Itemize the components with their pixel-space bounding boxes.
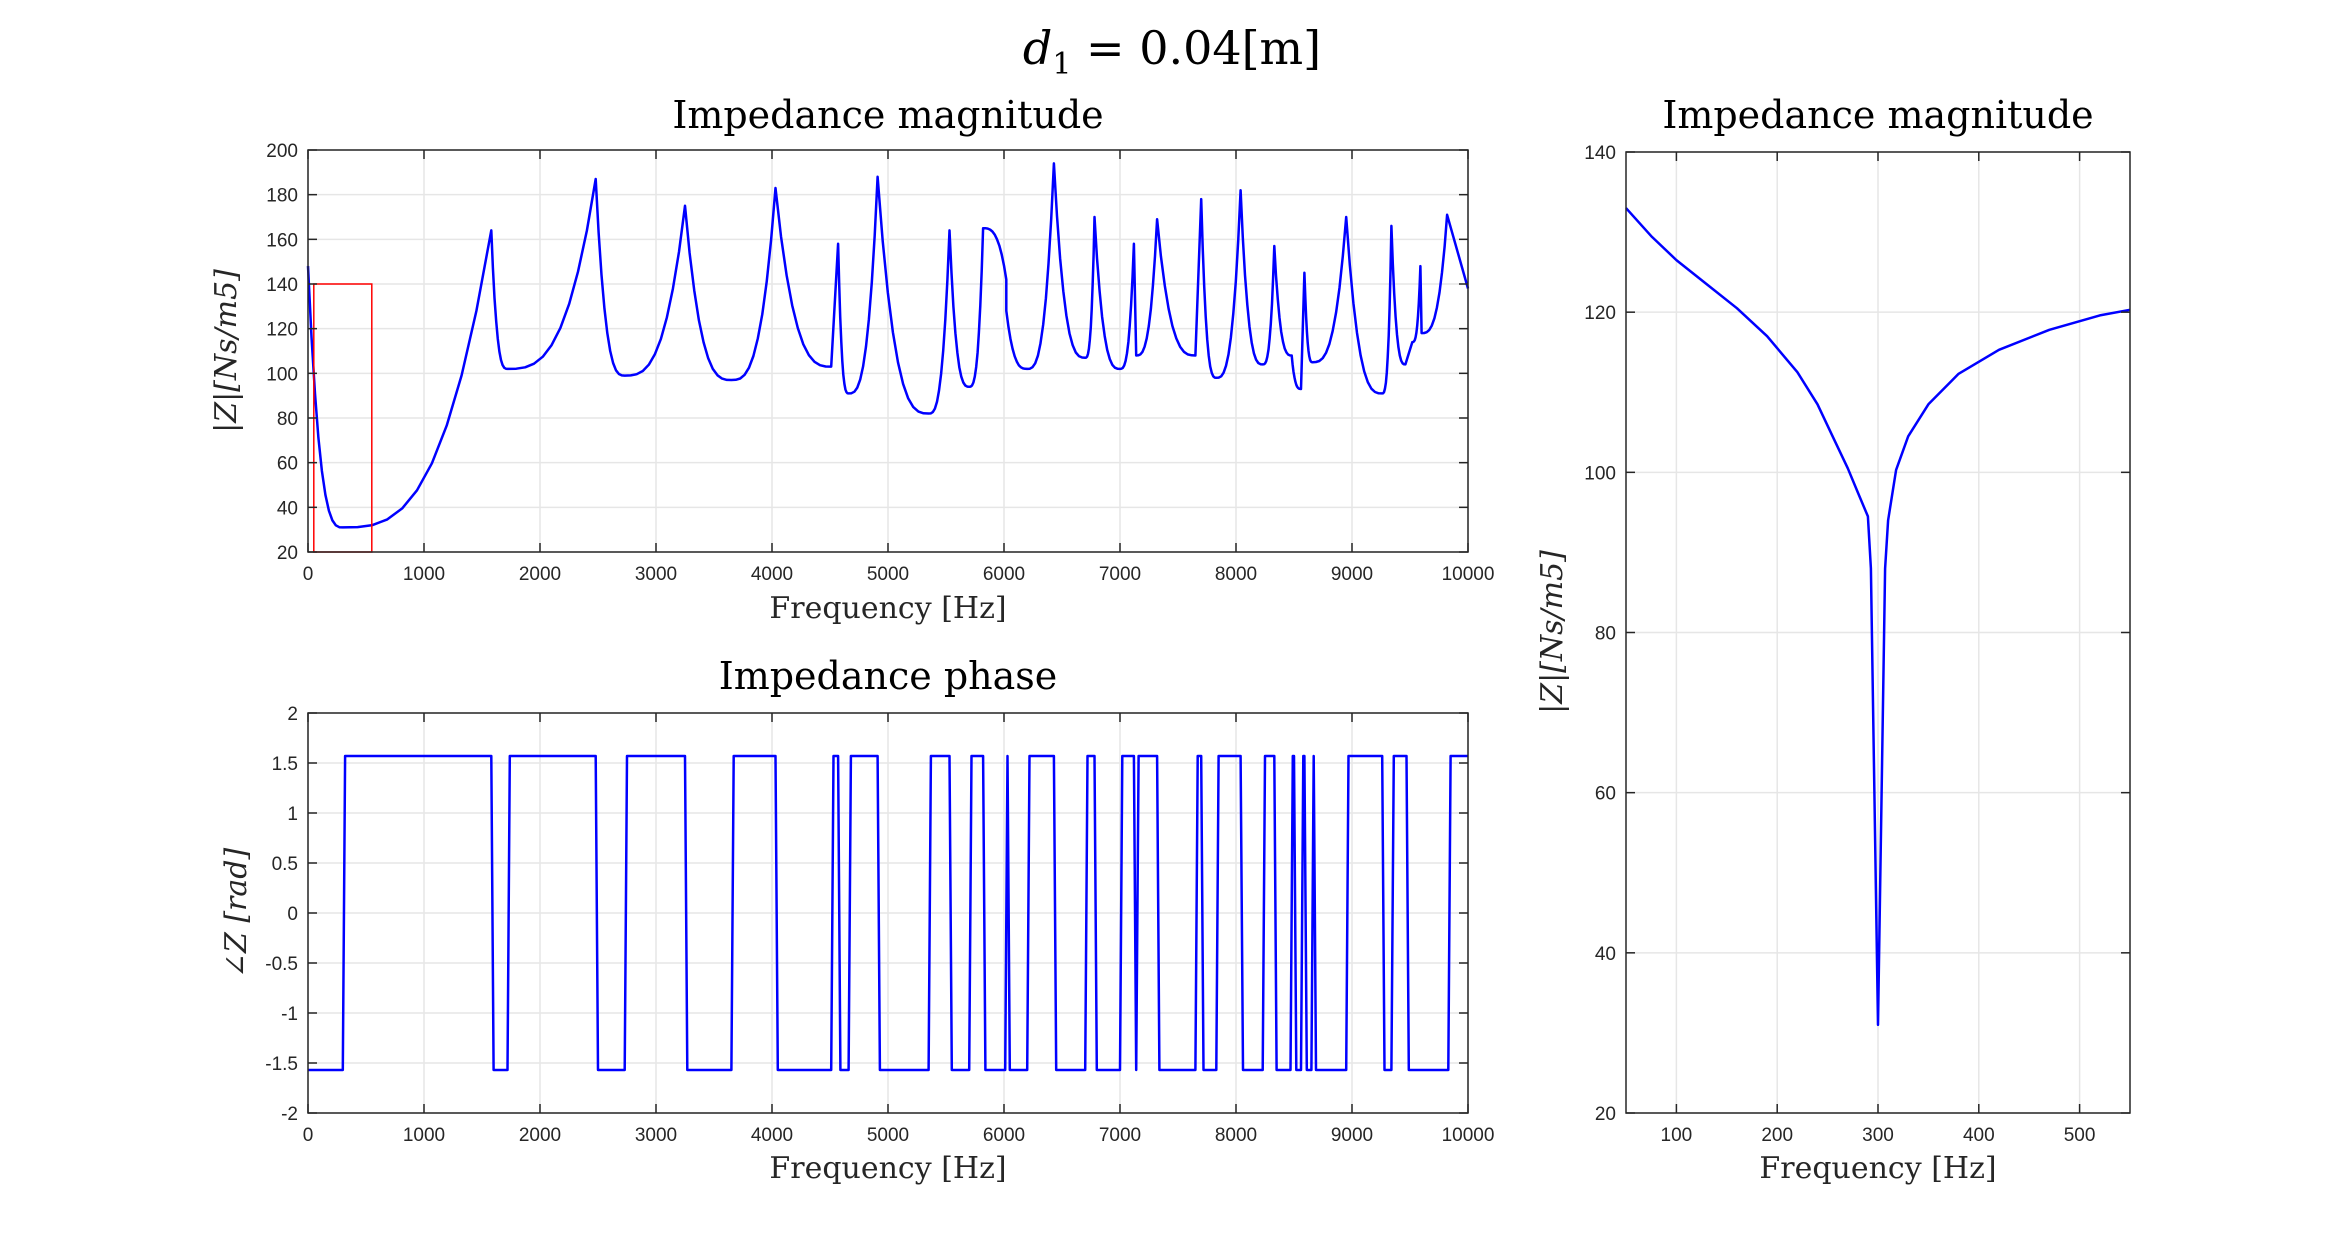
y-tick-label: 160: [266, 230, 298, 251]
magnitude-title: Impedance magnitude: [672, 93, 1103, 137]
magnitude-xlabel: Frequency [Hz]: [769, 591, 1006, 626]
phase-title: Impedance phase: [719, 654, 1058, 698]
zoom-xlabel: Frequency [Hz]: [1759, 1151, 1996, 1186]
x-tick-label: 10000: [1442, 564, 1495, 585]
y-tick-label: 60: [277, 454, 298, 475]
phase-axes: Impedance phase 0 1000 2000 3000 4000 5000 600…: [219, 654, 1494, 1186]
x-tick-label: 3000: [635, 1125, 677, 1146]
y-tick-label: -2: [281, 1104, 298, 1125]
x-tick-label: 10000: [1442, 1125, 1495, 1146]
y-tick-label: 200: [266, 141, 298, 162]
zoom-ylabel: |Z|[Ns/m5]: [1535, 550, 1570, 714]
y-tick-label: 100: [1584, 463, 1616, 484]
y-tick-label: 60: [1595, 784, 1616, 805]
phase-ylabel: ∠Z [rad]: [219, 848, 254, 979]
x-tick-label: 400: [1963, 1125, 1995, 1146]
x-tick-label: 4000: [751, 1125, 793, 1146]
zoom-title: Impedance magnitude: [1662, 93, 2093, 137]
y-tick-label: 0.5: [272, 854, 298, 875]
y-tick-label: 140: [266, 275, 298, 296]
magnitude-ylabel: |Z|[Ns/m5]: [209, 269, 244, 433]
x-tick-label: 3000: [635, 564, 677, 585]
zoom-plot: [1625, 207, 2131, 1027]
x-tick-label: 7000: [1099, 564, 1141, 585]
data-series-line: [1625, 207, 2131, 1027]
x-tick-label: 2000: [519, 564, 561, 585]
y-tick-label: 2: [287, 704, 298, 725]
x-tick-label: 5000: [867, 564, 909, 585]
x-tick-label: 200: [1761, 1125, 1793, 1146]
y-tick-label: -1.5: [265, 1054, 298, 1075]
y-tick-label: 20: [1595, 1104, 1616, 1125]
y-tick-label: 100: [266, 364, 298, 385]
phase-xlabel: Frequency [Hz]: [769, 1151, 1006, 1186]
y-tick-label: 40: [277, 498, 298, 519]
magnitude-ticks: 0 1000 2000 3000 4000 5000 6000 7000 8000 9000 100…: [266, 141, 1494, 585]
y-tick-label: 120: [266, 320, 298, 341]
phase-axes-box: [307, 712, 1469, 1114]
x-tick-label: 100: [1661, 1125, 1693, 1146]
x-tick-label: 6000: [983, 1125, 1025, 1146]
x-tick-label: 9000: [1331, 564, 1373, 585]
y-tick-label: 140: [1584, 143, 1616, 164]
data-series-line: [306, 162, 1470, 529]
figure-suptitle: d1 = 0.04[m]: [1023, 21, 1321, 82]
suptitle-subscript: 1: [1052, 47, 1071, 82]
y-tick-label: 180: [266, 186, 298, 207]
data-series-line: [308, 754, 1468, 1072]
x-tick-label: 8000: [1215, 1125, 1257, 1146]
y-tick-label: 0: [287, 904, 298, 925]
magnitude-axes: Impedance magnitude 0 1000 2000 3000 4000 500…: [209, 93, 1494, 626]
y-tick-label: 120: [1584, 303, 1616, 324]
suptitle-rest: = 0.04[m]: [1071, 21, 1321, 75]
y-tick-label: 80: [1595, 624, 1616, 645]
x-tick-label: 300: [1862, 1125, 1894, 1146]
y-tick-label: 20: [277, 543, 298, 564]
suptitle-main: d: [1023, 21, 1052, 75]
x-tick-label: 6000: [983, 564, 1025, 585]
y-tick-label: 40: [1595, 944, 1616, 965]
y-tick-label: -0.5: [265, 954, 298, 975]
x-tick-label: 5000: [867, 1125, 909, 1146]
x-tick-label: 7000: [1099, 1125, 1141, 1146]
x-tick-label: 0: [303, 564, 314, 585]
y-tick-label: 80: [277, 409, 298, 430]
x-tick-label: 8000: [1215, 564, 1257, 585]
y-tick-label: 1: [287, 804, 298, 825]
x-tick-label: 500: [2064, 1125, 2096, 1146]
x-tick-label: 1000: [403, 564, 445, 585]
phase-plot: [308, 754, 1468, 1072]
magnitude-axes-box: [307, 149, 1469, 553]
zoom-axes: Impedance magnitude 100 200 300 400 500 20 40 6…: [1535, 93, 2131, 1186]
x-tick-label: 1000: [403, 1125, 445, 1146]
x-tick-label: 9000: [1331, 1125, 1373, 1146]
x-tick-label: 0: [303, 1125, 314, 1146]
y-tick-label: 1.5: [272, 754, 298, 775]
zoom-axes-box: [1625, 151, 2131, 1114]
x-tick-label: 2000: [519, 1125, 561, 1146]
x-tick-label: 4000: [751, 564, 793, 585]
y-tick-label: -1: [281, 1004, 298, 1025]
zoom-ticks: 100 200 300 400 500 20 40 60 80 100 120 140: [1584, 143, 2130, 1146]
